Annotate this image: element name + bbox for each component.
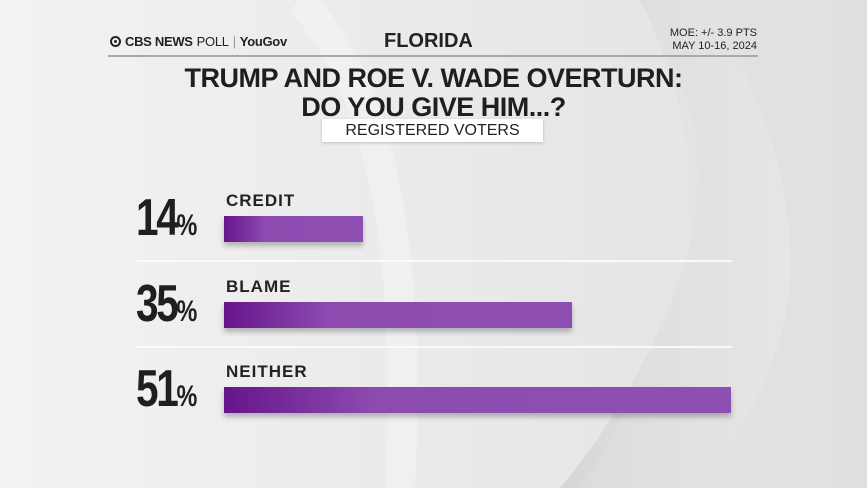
brand-poll: POLL [196, 34, 229, 49]
chart-subtitle: REGISTERED VOTERS [322, 119, 543, 142]
value-label: 14% [136, 192, 197, 252]
value-label: 51% [136, 363, 197, 423]
row-divider [136, 260, 732, 262]
category-label: NEITHER [226, 362, 308, 381]
value-label: 35% [136, 278, 197, 338]
state-label: FLORIDA [384, 30, 473, 52]
cbs-eye-icon [110, 36, 121, 47]
bar-neither [224, 387, 731, 413]
category-label: CREDIT [226, 191, 296, 210]
value-number: 35 [136, 274, 179, 333]
title-line-2: DO YOU GIVE HIM...? [301, 92, 566, 122]
category-label: BLAME [226, 276, 292, 296]
dates-text: MAY 10-16, 2024 [672, 40, 757, 52]
percent-sign: % [176, 294, 198, 328]
percent-sign: % [176, 380, 198, 413]
value-number: 51 [136, 360, 179, 418]
moe-text: MOE: +/- 3.9 PTS [669, 27, 757, 39]
title-line-1: TRUMP AND ROE V. WADE OVERTURN: [184, 63, 683, 93]
bar-credit [224, 216, 364, 242]
percent-sign: % [176, 209, 198, 242]
brand-name: CBS NEWS [125, 34, 193, 49]
value-number: 14 [136, 189, 179, 247]
poll-info: MOE: +/- 3.9 PTS MAY 10-16, 2024 [670, 27, 757, 53]
row-divider [136, 345, 732, 348]
header-divider [108, 55, 758, 57]
chart-title: TRUMP AND ROE V. WADE OVERTURN: DO YOU G… [0, 64, 867, 122]
bar-blame [224, 301, 572, 328]
brand-separator: | [232, 34, 236, 49]
yougov-logo: YouGov [239, 34, 287, 49]
cbs-news-poll-logo: CBS NEWS POLL | YouGov [110, 34, 287, 49]
